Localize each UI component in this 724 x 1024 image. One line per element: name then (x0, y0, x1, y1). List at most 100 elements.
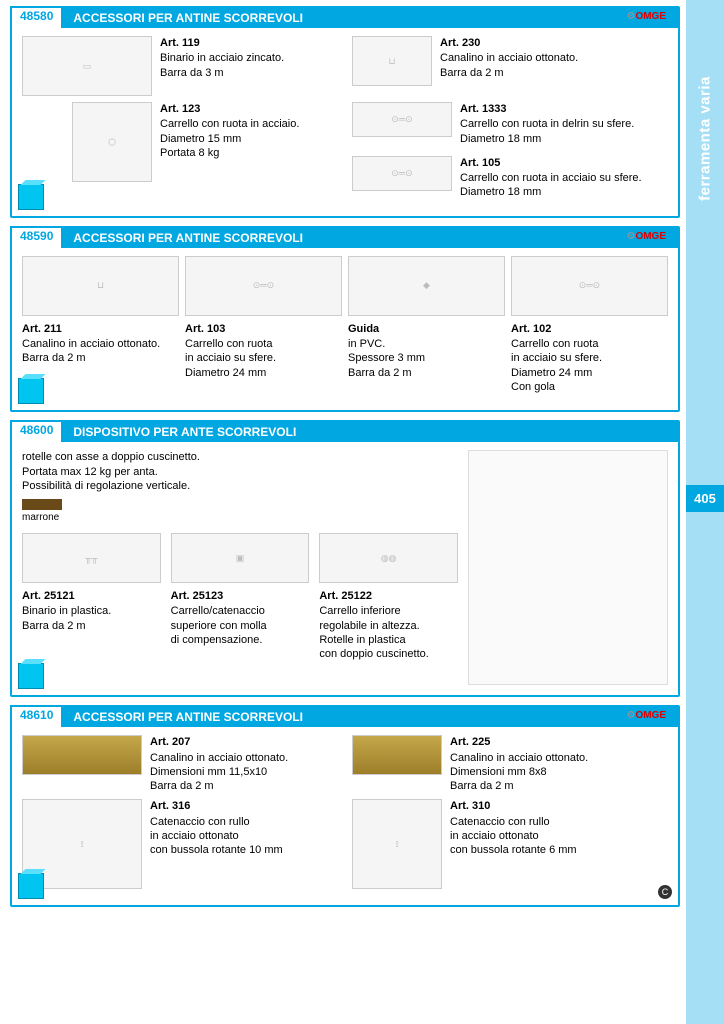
article-desc: Barra da 2 m (150, 779, 288, 793)
article-desc: Portata 8 kg (160, 146, 299, 160)
product-image (352, 735, 442, 775)
product-image: ⊙═⊙ (352, 156, 452, 191)
cube-icon (18, 184, 44, 210)
article-desc: Binario in acciaio zincato. (160, 51, 284, 65)
article-code: Art. 316 (150, 799, 283, 813)
product-image: ⊙═⊙ (352, 102, 452, 137)
article-desc: Canalino in acciaio ottonato. (22, 337, 179, 351)
catalog-block: 48580 ACCESSORI PER ANTINE SCORREVOLI ⚙O… (10, 6, 680, 218)
article-desc: di compensazione. (171, 633, 310, 647)
article-code: Guida (348, 322, 505, 336)
block-title: DISPOSITIVO PER ANTE SCORREVOLI (63, 422, 678, 442)
article-desc: con doppio cuscinetto. (319, 647, 458, 661)
article-desc: Barra da 2 m (450, 779, 588, 793)
product-image: ⊔ (352, 36, 432, 86)
article-desc: Carrello con ruota (511, 337, 668, 351)
article-desc: Barra da 2 m (440, 66, 578, 80)
block-code: 48580 (10, 6, 63, 28)
cube-icon (18, 378, 44, 404)
article-code: Art. 230 (440, 36, 578, 50)
article-desc: Diametro 24 mm (185, 366, 342, 380)
brand-logo: ⚙OMGE (626, 231, 666, 242)
article-code: Art. 207 (150, 735, 288, 749)
article-desc: Diametro 15 mm (160, 132, 299, 146)
article-desc: superiore con molla (171, 619, 310, 633)
article-desc: Barra da 2 m (22, 351, 179, 365)
article-desc: Canalino in acciaio ottonato. (440, 51, 578, 65)
article-desc: Carrello inferiore (319, 604, 458, 618)
article-desc: Dimensioni mm 8x8 (450, 765, 588, 779)
product-image: ▣ (171, 533, 310, 583)
catalog-block: 48600 DISPOSITIVO PER ANTE SCORREVOLI ro… (10, 420, 680, 697)
intro-text: Possibilità di regolazione verticale. (22, 479, 458, 493)
article-desc: con bussola rotante 6 mm (450, 843, 577, 857)
catalog-block: 48590 ACCESSORI PER ANTINE SCORREVOLI ⚙O… (10, 226, 680, 412)
swatch-label: marrone (22, 512, 458, 523)
article-desc: Canalino in acciaio ottonato. (450, 751, 588, 765)
block-title: ACCESSORI PER ANTINE SCORREVOLI (63, 8, 678, 28)
article-code: Art. 105 (460, 156, 642, 170)
article-code: Art. 25122 (319, 589, 458, 603)
article-code: Art. 102 (511, 322, 668, 336)
catalog-block: 48610 ACCESSORI PER ANTINE SCORREVOLI ⚙O… (10, 705, 680, 907)
article-desc: in acciaio su sfere. (511, 351, 668, 365)
intro-text: rotelle con asse a doppio cuscinetto. (22, 450, 458, 464)
intro-text: Portata max 12 kg per anta. (22, 465, 458, 479)
block-code: 48610 (10, 705, 63, 727)
product-image: ╥╥ (22, 533, 161, 583)
article-desc: Catenaccio con rullo (450, 815, 577, 829)
article-desc: Dimensioni mm 11,5x10 (150, 765, 288, 779)
article-desc: Carrello con ruota in acciaio. (160, 117, 299, 131)
article-code: Art. 25123 (171, 589, 310, 603)
article-desc: Rotelle in plastica (319, 633, 458, 647)
article-desc: Diametro 18 mm (460, 132, 634, 146)
article-desc: Carrello con ruota in acciaio su sfere. (460, 171, 642, 185)
brand-logo: ⚙OMGE (626, 710, 666, 721)
article-code: Art. 123 (160, 102, 299, 116)
sidebar: ferramenta varia 405 (686, 0, 724, 1024)
product-image: ⟟ (352, 799, 442, 889)
article-desc: Barra da 2 m (22, 619, 161, 633)
article-code: Art. 225 (450, 735, 588, 749)
product-image: ⊔ (22, 256, 179, 316)
article-code: Art. 103 (185, 322, 342, 336)
article-desc: Spessore 3 mm (348, 351, 505, 365)
block-title: ACCESSORI PER ANTINE SCORREVOLI (63, 707, 678, 727)
article-desc: regolabile in altezza. (319, 619, 458, 633)
article-desc: Carrello con ruota (185, 337, 342, 351)
article-desc: Binario in plastica. (22, 604, 161, 618)
article-desc: in acciaio ottonato (450, 829, 577, 843)
article-code: Art. 211 (22, 322, 179, 336)
product-image (22, 735, 142, 775)
product-image: ⊙═⊙ (185, 256, 342, 316)
product-image: ▭ (22, 36, 152, 96)
block-code: 48600 (10, 420, 63, 442)
article-code: Art. 25121 (22, 589, 161, 603)
article-desc: Catenaccio con rullo (150, 815, 283, 829)
block-code: 48590 (10, 226, 63, 248)
sidebar-category-label: ferramenta varia (697, 76, 714, 201)
article-desc: Carrello con ruota in delrin su sfere. (460, 117, 634, 131)
article-desc: Carrello/catenaccio (171, 604, 310, 618)
article-code: Art. 119 (160, 36, 284, 50)
article-desc: Diametro 18 mm (460, 185, 642, 199)
article-desc: in acciaio ottonato (150, 829, 283, 843)
cube-icon (18, 873, 44, 899)
article-code: Art. 310 (450, 799, 577, 813)
cube-icon (18, 663, 44, 689)
article-desc: Diametro 24 mm (511, 366, 668, 380)
product-image: ⊙═⊙ (511, 256, 668, 316)
product-image: ◍◍ (319, 533, 458, 583)
assembly-diagram (468, 450, 668, 685)
brand-logo: ⚙OMGE (626, 11, 666, 22)
product-image: ⬡ (72, 102, 152, 182)
article-desc: Con gola (511, 380, 668, 394)
article-desc: con bussola rotante 10 mm (150, 843, 283, 857)
article-code: Art. 1333 (460, 102, 634, 116)
article-desc: Canalino in acciaio ottonato. (150, 751, 288, 765)
page-number: 405 (686, 485, 724, 512)
article-desc: in acciaio su sfere. (185, 351, 342, 365)
article-desc: Barra da 2 m (348, 366, 505, 380)
article-desc: in PVC. (348, 337, 505, 351)
block-title: ACCESSORI PER ANTINE SCORREVOLI (63, 228, 678, 248)
